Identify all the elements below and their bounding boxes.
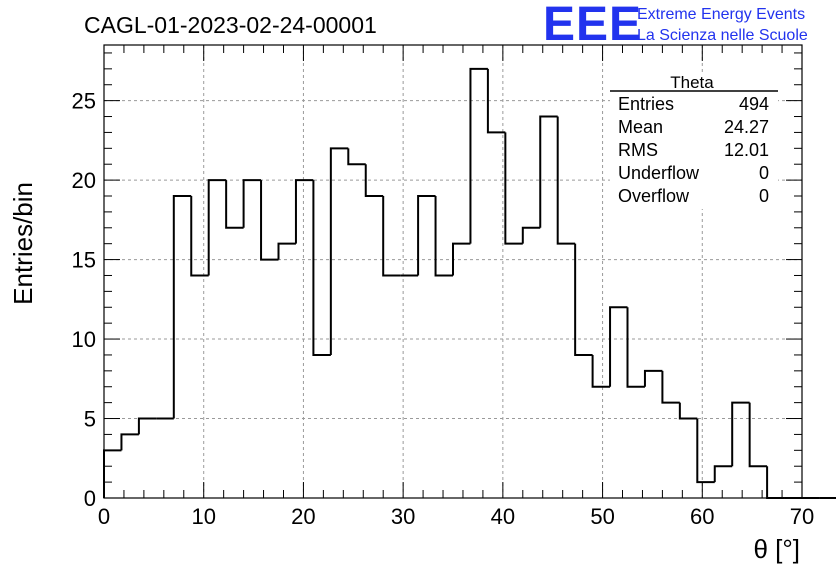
axis-tick-labels: 0 10 20 30 40 50 60 70 0 5 10 15 20 25 xyxy=(72,89,815,529)
histogram-bin xyxy=(294,179,314,244)
y-tick-label: 5 xyxy=(84,407,96,432)
histogram-bin xyxy=(452,242,471,276)
x-tick-label: 40 xyxy=(491,504,515,529)
histogram-bin xyxy=(731,401,750,467)
x-tick-label: 70 xyxy=(790,504,814,529)
histogram-bin xyxy=(260,180,279,261)
histogram-bin xyxy=(207,179,227,276)
y-tick-label: 0 xyxy=(84,486,96,511)
logo-mark: EEE xyxy=(543,0,642,51)
x-tick-label: 10 xyxy=(191,504,215,529)
histogram-bin xyxy=(504,132,523,245)
x-tick-label: 0 xyxy=(98,504,110,529)
stats-label: Entries xyxy=(618,94,674,114)
x-tick-label: 60 xyxy=(690,504,714,529)
histogram-bin xyxy=(190,196,209,277)
stats-label: Mean xyxy=(618,117,663,137)
histogram-bin xyxy=(137,417,157,435)
histogram-bin xyxy=(486,68,506,134)
y-tick-label: 25 xyxy=(72,89,96,114)
y-tick-label: 10 xyxy=(72,327,96,352)
logo-line-1: Extreme Energy Events xyxy=(637,6,805,23)
histogram-bin xyxy=(469,67,488,244)
stats-value: 494 xyxy=(739,94,769,114)
x-tick-label: 30 xyxy=(391,504,415,529)
histogram-bin xyxy=(574,243,593,356)
histogram-bin xyxy=(609,306,628,387)
histogram-bin xyxy=(434,196,453,277)
histogram-bin xyxy=(329,147,349,355)
histogram-bin xyxy=(277,242,296,260)
stats-label: RMS xyxy=(618,140,658,160)
histogram-bin xyxy=(661,370,680,404)
stats-value: 12.01 xyxy=(724,140,769,160)
histogram-bin xyxy=(172,195,192,419)
stats-value: 0 xyxy=(759,163,769,183)
x-tick-label: 50 xyxy=(590,504,614,529)
stats-label: Overflow xyxy=(618,186,690,206)
histogram-bin xyxy=(417,195,436,276)
histogram-bin xyxy=(120,433,139,451)
y-tick-label: 15 xyxy=(72,248,96,273)
stats-label: Underflow xyxy=(618,163,700,183)
stats-box: Theta Entries 494 Mean 24.27 RMS 12.01 Underfl… xyxy=(610,72,778,209)
histogram-bin xyxy=(539,115,558,228)
histogram-bin xyxy=(364,164,384,197)
histogram-bin xyxy=(678,402,698,420)
plot-frame xyxy=(103,44,803,499)
x-axis-label: θ [°] xyxy=(753,534,800,564)
histogram-bin xyxy=(347,148,366,166)
histogram-bin xyxy=(382,196,401,277)
histogram-series xyxy=(103,67,836,499)
histogram-bin xyxy=(103,449,122,498)
histogram-bin xyxy=(225,180,244,229)
histogram-bin xyxy=(713,465,733,483)
logo-line-2: La Scienza nelle Scuole xyxy=(637,27,808,44)
histogram-bin xyxy=(521,226,541,244)
stats-value: 0 xyxy=(759,186,769,206)
x-tick-label: 20 xyxy=(291,504,315,529)
histogram-bin xyxy=(242,179,262,228)
y-axis-label: Entries/bin xyxy=(8,182,38,305)
chart-title: CAGL-01-2023-02-24-00001 xyxy=(84,12,377,38)
histogram-bin xyxy=(591,354,611,388)
y-tick-label: 20 xyxy=(72,168,96,193)
histogram-bin xyxy=(556,116,576,245)
stats-title: Theta xyxy=(670,73,714,92)
eee-logo: EEE xyxy=(543,0,642,51)
histogram-bin xyxy=(748,402,768,468)
stats-value: 24.27 xyxy=(724,117,769,137)
histogram-bin xyxy=(696,418,715,484)
histogram-bin xyxy=(626,307,645,388)
axis-ticks xyxy=(103,45,803,499)
histogram-bin xyxy=(312,180,331,356)
histogram-bin xyxy=(643,369,663,387)
